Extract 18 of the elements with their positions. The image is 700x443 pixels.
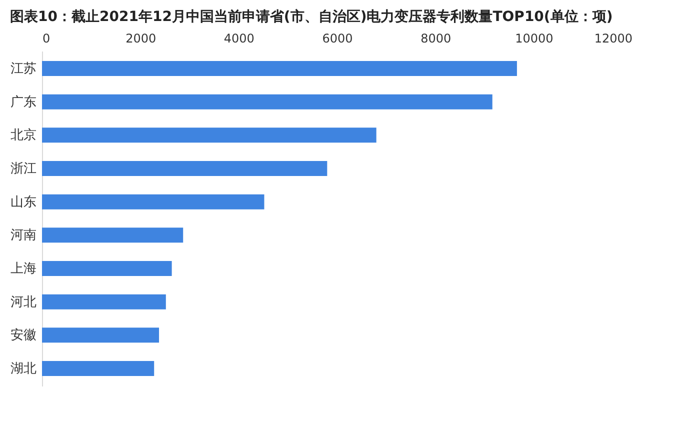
x-tick-label: 6000 [322, 32, 353, 46]
y-tick-label: 浙江 [10, 162, 36, 176]
y-tick-label: 北京 [10, 128, 36, 144]
x-tick-label: 8000 [420, 32, 452, 46]
y-tick-label: 安徽 [10, 327, 36, 344]
y-tick-label: 上海 [10, 262, 36, 276]
y-tick-label: 河南 [10, 228, 36, 244]
y-tick-label: 河北 [10, 294, 36, 310]
y-tick-label: 江苏 [10, 62, 36, 76]
y-tick-label: 湖北 [10, 362, 36, 376]
x-tick-label: 2000 [126, 32, 156, 46]
x-tick-label: 12000 [594, 32, 632, 46]
y-tick-label: 山东 [10, 194, 36, 210]
x-tick-label: 4000 [224, 32, 254, 46]
chart-title: 图表10：截止2021年12月中国当前申请省(市、自治区)电力变压器专利数量TOP10(单位：项) [10, 8, 613, 25]
x-tick-label: 0 [42, 32, 50, 46]
y-tick-label: 广东 [10, 94, 36, 110]
x-tick-label: 10000 [515, 32, 554, 46]
